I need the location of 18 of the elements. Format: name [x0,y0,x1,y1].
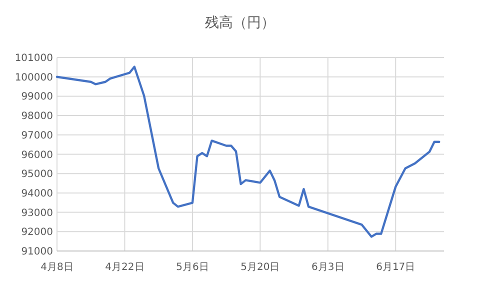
y-tick-label: 96000 [21,150,53,161]
x-tick-label: 5月20日 [240,262,280,273]
x-tick-label: 6月17日 [376,262,416,273]
y-tick-label: 97000 [21,130,53,142]
y-tick-label: 100000 [14,72,53,84]
x-tick-label: 4月8日 [40,262,74,273]
chart-title: 残高（円） [205,15,275,31]
x-tick-label: 5月6日 [176,262,209,273]
y-tick-label: 95000 [21,169,53,180]
x-tick-label: 6月3日 [312,262,344,273]
y-tick-label: 94000 [21,188,53,200]
y-tick-label: 92000 [21,227,53,238]
y-tick-label: 91000 [21,246,53,258]
y-tick-label: 101000 [14,53,53,64]
x-tick-label: 4月22日 [105,262,144,273]
y-tick-label: 98000 [21,111,53,122]
y-tick-label: 99000 [21,92,53,103]
y-tick-label: 93000 [21,208,53,219]
